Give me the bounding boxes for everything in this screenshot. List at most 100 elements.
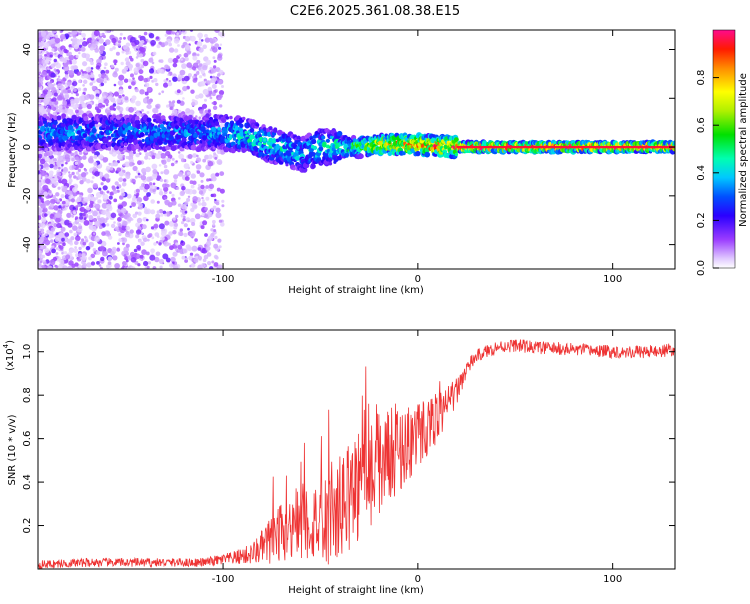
heatmap-cell bbox=[241, 116, 246, 121]
heatmap-cell bbox=[135, 62, 140, 68]
heatmap-cell bbox=[50, 72, 56, 78]
heatmap-cell bbox=[175, 214, 179, 219]
heatmap-cell bbox=[143, 31, 148, 36]
heatmap-cell bbox=[163, 241, 169, 247]
heatmap-cell bbox=[83, 79, 88, 85]
heatmap-cell bbox=[196, 41, 203, 47]
heatmap-cell bbox=[99, 45, 106, 52]
heatmap-cell bbox=[138, 239, 142, 243]
heatmap-cell bbox=[60, 39, 63, 42]
heatmap-cell bbox=[55, 217, 61, 223]
heatmap-cell bbox=[138, 53, 143, 58]
heatmap-cell bbox=[135, 153, 140, 158]
heatmap-cell bbox=[110, 64, 115, 69]
heatmap-cell bbox=[61, 252, 64, 255]
heatmap-cell bbox=[160, 171, 164, 175]
heatmap-cell bbox=[213, 262, 219, 267]
heatmap-cell bbox=[155, 36, 159, 40]
heatmap-cell bbox=[56, 83, 63, 90]
heatmap-cell bbox=[158, 190, 164, 196]
heatmap-cell bbox=[213, 229, 217, 232]
heatmap-cell bbox=[78, 246, 82, 251]
heatmap-cell bbox=[98, 73, 102, 78]
heatmap-cell bbox=[155, 251, 161, 257]
heatmap-cell bbox=[57, 155, 63, 162]
heatmap-cell bbox=[143, 98, 147, 102]
heatmap-cell bbox=[146, 218, 149, 222]
heatmap-cell bbox=[93, 30, 100, 37]
heatmap-cell bbox=[209, 75, 213, 79]
heatmap-cell bbox=[89, 82, 93, 86]
heatmap-cell bbox=[199, 172, 205, 178]
heatmap-cell bbox=[50, 239, 54, 243]
heatmap-cell bbox=[219, 171, 225, 177]
heatmap-cell bbox=[179, 69, 186, 76]
heatmap-cell bbox=[115, 51, 120, 56]
heatmap-cell bbox=[81, 41, 88, 47]
heatmap-cell bbox=[123, 66, 129, 71]
heatmap-cell bbox=[163, 79, 167, 83]
heatmap-cell bbox=[68, 173, 73, 178]
heatmap-cell bbox=[95, 65, 101, 70]
heatmap-cell bbox=[118, 88, 124, 95]
heatmap-cell bbox=[191, 101, 196, 107]
heatmap-cell bbox=[193, 258, 199, 263]
heatmap-cell bbox=[98, 264, 102, 267]
heatmap-cell bbox=[198, 202, 202, 206]
heatmap-cell bbox=[39, 260, 43, 264]
heatmap-cell bbox=[126, 213, 131, 218]
heatmap-cell bbox=[212, 65, 217, 69]
heatmap-cell bbox=[98, 38, 104, 44]
heatmap-cell bbox=[141, 138, 145, 143]
heatmap-cell bbox=[180, 240, 184, 244]
heatmap-cell bbox=[121, 182, 127, 187]
heatmap-cell bbox=[62, 167, 69, 173]
heatmap-cell bbox=[88, 157, 94, 164]
heatmap-cell bbox=[86, 37, 93, 44]
heatmap-cell bbox=[130, 218, 134, 221]
heatmap-cell bbox=[116, 105, 121, 110]
spectrogram-heatmap bbox=[38, 30, 675, 269]
heatmap-cell bbox=[102, 250, 108, 257]
heatmap-cell bbox=[325, 144, 330, 149]
heatmap-cell bbox=[200, 184, 205, 190]
heatmap-cell bbox=[56, 171, 61, 177]
heatmap-cell bbox=[139, 132, 145, 138]
heatmap-cell bbox=[44, 59, 50, 64]
heatmap-cell bbox=[172, 62, 178, 68]
heatmap-cell bbox=[71, 128, 75, 132]
heatmap-cell bbox=[83, 73, 89, 79]
heatmap-cell bbox=[54, 37, 61, 44]
heatmap-cell bbox=[136, 217, 143, 224]
heatmap-cell bbox=[137, 172, 141, 176]
heatmap-cell bbox=[209, 38, 216, 44]
heatmap-cell bbox=[156, 200, 160, 204]
heatmap-cell bbox=[176, 32, 180, 36]
heatmap-cell bbox=[146, 96, 150, 99]
heatmap-cell bbox=[175, 242, 179, 246]
heatmap-cell bbox=[191, 98, 195, 103]
heatmap-cell bbox=[124, 266, 128, 269]
heatmap-cell bbox=[149, 182, 153, 186]
heatmap-cell bbox=[136, 192, 140, 196]
heatmap-cell bbox=[99, 33, 103, 37]
heatmap-cell bbox=[182, 86, 188, 92]
heatmap-cell bbox=[109, 91, 113, 95]
heatmap-cell bbox=[49, 58, 52, 61]
heatmap-cell bbox=[213, 59, 217, 63]
heatmap-cell bbox=[168, 47, 175, 53]
heatmap-cell bbox=[65, 254, 71, 260]
heatmap-cell bbox=[158, 258, 165, 265]
heatmap-cell bbox=[99, 190, 104, 195]
heatmap-cell bbox=[135, 100, 141, 107]
heatmap-cell bbox=[173, 174, 179, 180]
heatmap-cell bbox=[165, 150, 171, 157]
heatmap-cell bbox=[83, 87, 87, 91]
heatmap-cell bbox=[136, 112, 141, 117]
heatmap-cell bbox=[107, 146, 112, 151]
heatmap-cell bbox=[52, 97, 57, 102]
heatmap-cell bbox=[53, 58, 57, 63]
heatmap-cell bbox=[181, 185, 186, 191]
heatmap-cell bbox=[42, 245, 47, 250]
